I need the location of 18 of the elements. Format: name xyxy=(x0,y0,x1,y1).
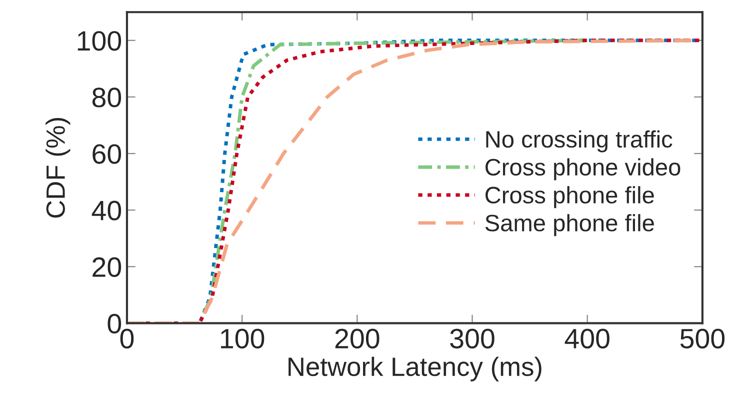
legend-label: Cross phone video xyxy=(486,158,680,180)
y-axis-title: CDF (%) xyxy=(46,118,70,218)
y-tick-label: 40 xyxy=(92,200,122,220)
legend-label: Cross phone file xyxy=(486,186,654,208)
y-tick-label: 60 xyxy=(92,144,122,164)
y-tick-label: 80 xyxy=(92,88,122,108)
x-tick-label: 300 xyxy=(450,328,494,348)
y-tick-label: 0 xyxy=(108,314,122,334)
x-axis-title: Network Latency (ms) xyxy=(288,356,542,382)
y-tick-label: 100 xyxy=(78,31,122,51)
y-tick-label: 20 xyxy=(92,257,122,277)
x-tick-label: 400 xyxy=(564,328,610,348)
x-tick-label: 0 xyxy=(120,328,134,348)
x-tick-label: 500 xyxy=(680,328,725,348)
legend-label: Same phone file xyxy=(485,214,654,236)
legend-label: No crossing traffic xyxy=(486,130,672,152)
x-tick-label: 100 xyxy=(221,328,264,348)
x-tick-label: 200 xyxy=(335,328,380,348)
